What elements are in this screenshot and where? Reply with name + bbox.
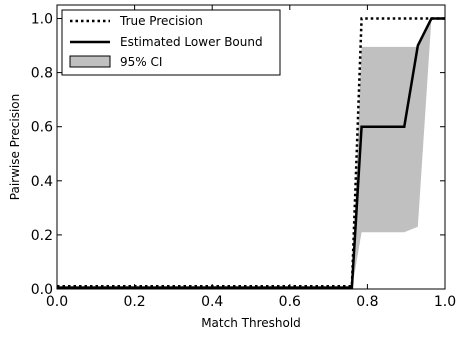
- plot-area: [57, 17, 445, 290]
- x-tick-label: 0.4: [201, 294, 223, 310]
- y-tick-label: 0.6: [31, 120, 53, 136]
- x-tick-label: 0.6: [279, 294, 301, 310]
- y-axis-title: Pairwise Precision: [8, 94, 22, 200]
- x-axis-title: Match Threshold: [201, 316, 301, 330]
- legend-label: True Precision: [119, 14, 203, 28]
- x-tick-label: 0.0: [46, 294, 68, 310]
- legend-label: Estimated Lower Bound: [120, 35, 263, 49]
- y-tick-label: 0.0: [31, 282, 53, 298]
- y-tick-label: 0.8: [31, 66, 53, 82]
- plot-frame: [56, 4, 446, 290]
- legend: True Precision Estimated Lower Bound 95% C…: [61, 9, 281, 76]
- ci-band: [57, 18, 445, 290]
- y-tick-label: 0.4: [31, 174, 53, 190]
- x-tick-label: 0.8: [356, 294, 378, 310]
- series-line-true-precision: [57, 17, 445, 288]
- y-tick-label: 0.2: [31, 228, 53, 244]
- legend-swatch-band: [69, 55, 111, 68]
- series-line-estimated-lower-bound: [57, 17, 445, 289]
- x-tick-label: 0.2: [123, 294, 145, 310]
- axes: 0.0 0.2 0.4 0.6 0.8 1.0 0.0 0.2 0.4 0.6 0.8 1.0: [31, 4, 456, 310]
- legend-label: 95% CI: [120, 55, 162, 69]
- y-tick-label: 1.0: [31, 12, 53, 28]
- x-tick-label: 1.0: [434, 294, 456, 310]
